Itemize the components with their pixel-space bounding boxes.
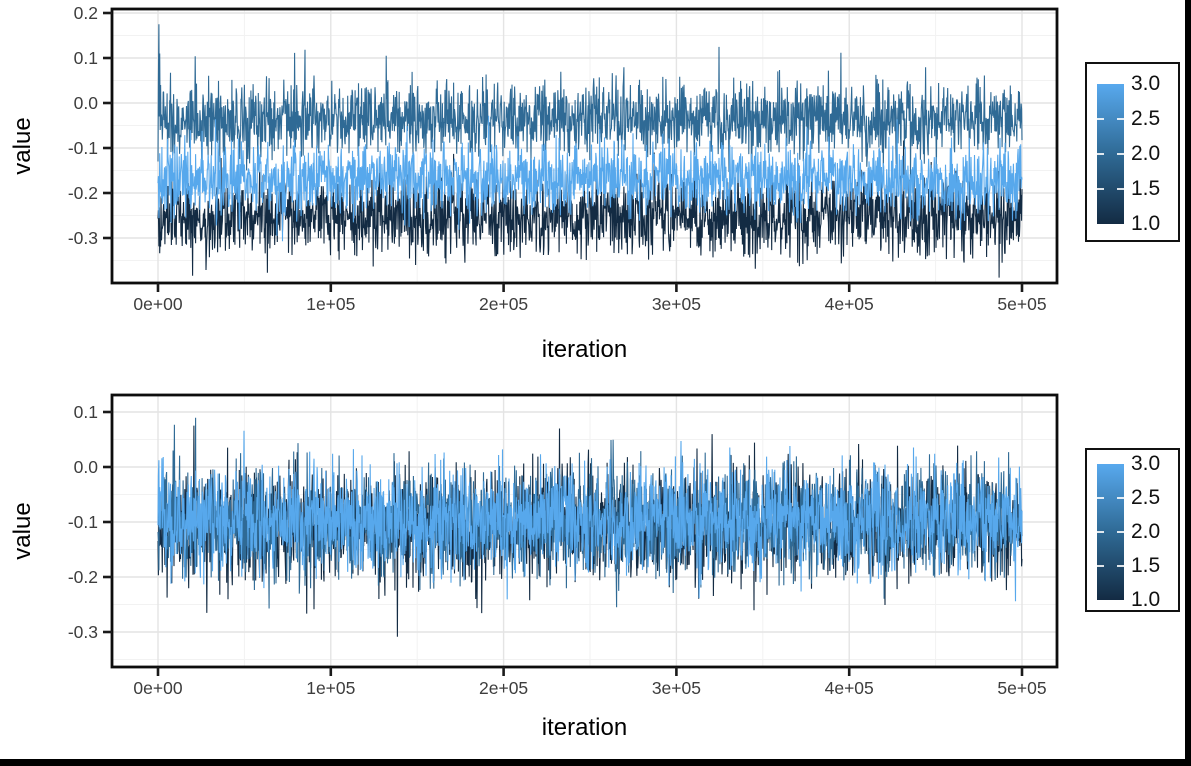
- svg-text:2e+05: 2e+05: [479, 678, 528, 698]
- colorbar-label: 3.0: [1131, 72, 1161, 95]
- svg-text:-0.3: -0.3: [68, 622, 98, 642]
- colorbar-tick: [1117, 188, 1124, 190]
- colorbar-tick: [1117, 153, 1124, 155]
- colorbar-tick: [1117, 497, 1124, 499]
- svg-text:-0.2: -0.2: [68, 183, 98, 203]
- axis-ticks: [103, 11, 1024, 292]
- trace-chain-2: [157, 24, 1023, 179]
- svg-text:4e+05: 4e+05: [825, 678, 874, 698]
- svg-text:0.2: 0.2: [74, 3, 98, 23]
- trace-chain-3: [157, 430, 1023, 602]
- trace-plot-1: 0e+00 1e+05 2e+05 3e+05 4e+05 5e+05 0.2 0.1 0.0 -…: [68, 3, 1059, 314]
- panel-background: [112, 9, 1057, 283]
- colorbar-label: 2.5: [1131, 107, 1161, 130]
- svg-text:1e+05: 1e+05: [306, 678, 355, 698]
- colorbar-tick: [1117, 531, 1124, 533]
- colorbar-tick: [1097, 118, 1104, 120]
- colorbar-label: 2.0: [1131, 520, 1161, 543]
- colorbar-tick: [1117, 118, 1124, 120]
- svg-text:0.1: 0.1: [74, 402, 98, 422]
- svg-text:-0.2: -0.2: [68, 567, 98, 587]
- x-axis-title: iteration: [541, 336, 628, 363]
- colorbar-label: 2.0: [1131, 142, 1161, 165]
- svg-text:0.0: 0.0: [74, 93, 99, 113]
- svg-text:-0.1: -0.1: [68, 138, 98, 158]
- colorbar-gradient: [1097, 84, 1124, 224]
- window-border-right: [1185, 0, 1191, 766]
- axis-ticks: [103, 410, 1024, 676]
- panel-border: [110, 393, 1059, 669]
- x-tick-labels: 0e+00 1e+05 2e+05 3e+05 4e+05 5e+05: [133, 678, 1046, 698]
- colorbar-legend-1: 3.0 2.5 2.0 1.5 1.0: [1085, 62, 1180, 242]
- x-tick-labels: 0e+00 1e+05 2e+05 3e+05 4e+05 5e+05: [133, 294, 1046, 314]
- trace-chain-3: [157, 115, 1023, 242]
- y-axis-title: value: [9, 117, 36, 175]
- colorbar-tick: [1097, 531, 1104, 533]
- colorbar-label: 1.5: [1131, 554, 1161, 577]
- svg-text:0.0: 0.0: [74, 457, 99, 477]
- svg-text:5e+05: 5e+05: [997, 678, 1046, 698]
- panel-border: [110, 7, 1059, 285]
- colorbar-legend-2: 3.0 2.5 2.0 1.5 1.0: [1085, 448, 1180, 612]
- colorbar-tick: [1097, 565, 1104, 567]
- svg-text:3e+05: 3e+05: [652, 294, 701, 314]
- y-tick-labels: 0.1 0.0 -0.1 -0.2 -0.3: [68, 402, 98, 642]
- svg-text:-0.3: -0.3: [68, 228, 98, 248]
- colorbar-label: 2.5: [1131, 486, 1161, 509]
- colorbar-tick: [1097, 188, 1104, 190]
- svg-text:-0.1: -0.1: [68, 512, 98, 532]
- svg-text:0e+00: 0e+00: [133, 678, 182, 698]
- trace-plot-2: 0e+00 1e+05 2e+05 3e+05 4e+05 5e+05 0.1 0.0 -0.1…: [68, 393, 1059, 698]
- svg-text:0.1: 0.1: [74, 48, 98, 68]
- colorbar-tick: [1097, 153, 1104, 155]
- y-tick-labels: 0.2 0.1 0.0 -0.1 -0.2 -0.3: [68, 3, 98, 248]
- colorbar-label: 1.5: [1131, 177, 1161, 200]
- colorbar-gradient: [1097, 464, 1124, 600]
- svg-text:4e+05: 4e+05: [825, 294, 874, 314]
- y-axis-title: value: [9, 502, 36, 560]
- x-axis-title: iteration: [541, 714, 628, 741]
- svg-text:0e+00: 0e+00: [133, 294, 182, 314]
- svg-text:2e+05: 2e+05: [479, 294, 528, 314]
- colorbar-label: 1.0: [1131, 212, 1161, 235]
- window-border-bottom: [0, 759, 1191, 766]
- svg-text:5e+05: 5e+05: [997, 294, 1046, 314]
- svg-text:1e+05: 1e+05: [306, 294, 355, 314]
- svg-text:3e+05: 3e+05: [652, 678, 701, 698]
- colorbar-label: 1.0: [1131, 588, 1161, 611]
- colorbar-label: 3.0: [1131, 452, 1161, 475]
- colorbar-tick: [1117, 565, 1124, 567]
- colorbar-tick: [1097, 497, 1104, 499]
